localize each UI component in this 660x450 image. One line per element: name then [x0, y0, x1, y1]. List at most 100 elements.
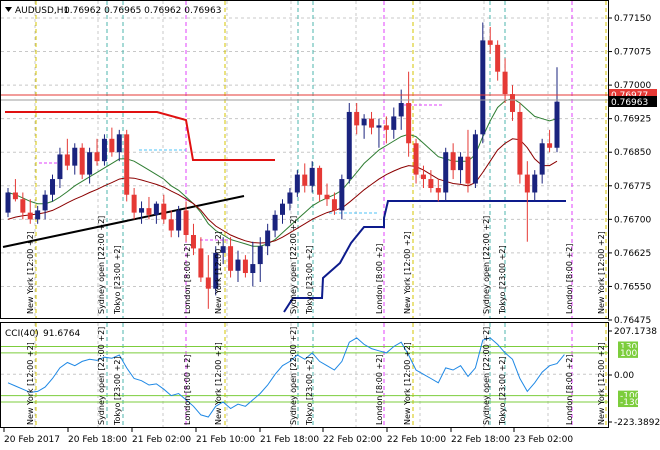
candle-body — [50, 179, 56, 195]
x-tick-label: 23 Feb 02:00 — [514, 435, 573, 445]
candle-body — [242, 259, 248, 274]
session-label: Sydney open [22:00 +2] — [97, 216, 106, 314]
cci-plot-frame — [0, 322, 609, 428]
y-tick-label: 0.76625 — [614, 249, 651, 259]
candle-body — [57, 154, 63, 180]
candle-body — [228, 246, 234, 271]
y-tick-label: 0.77150 — [614, 14, 651, 24]
candle-body — [139, 208, 145, 213]
cci-levels — [1, 345, 608, 403]
price-axis: 0.77150 0.77075 0.77000 0.76925 0.76850 0.767… — [608, 14, 657, 326]
candle-body — [317, 167, 323, 195]
candle-body — [339, 179, 345, 211]
candle-body — [465, 156, 471, 184]
candle-body — [183, 210, 189, 235]
session-label: New York [12:00 +2] — [597, 231, 606, 314]
cci-y-tick-label: 0.00 — [614, 371, 634, 381]
candle-body — [495, 44, 501, 72]
session-label: Tokyo [23:00 +2] — [113, 245, 122, 315]
cci-level-badge — [618, 397, 638, 408]
candle-body — [361, 118, 367, 126]
candle-body — [79, 147, 85, 175]
candle-body — [176, 210, 182, 231]
candle-body — [131, 194, 137, 213]
candle-body — [346, 111, 352, 180]
candle-body — [487, 40, 493, 45]
candle-body — [458, 156, 464, 171]
candle-body — [235, 259, 241, 271]
x-tick-label: 22 Feb 02:00 — [323, 435, 382, 445]
current-price-label: 0.76963 — [611, 98, 648, 108]
cci-level-badge — [618, 341, 638, 352]
resistance-line-red — [5, 111, 275, 161]
candle-body — [324, 194, 330, 200]
session-label: Tokyo [23:00 +2] — [498, 245, 507, 315]
candle-body — [220, 246, 226, 253]
session-label: New York [12:00 +2] — [26, 231, 35, 314]
candle-body — [369, 118, 375, 128]
y-tick-label: 0.77000 — [614, 81, 651, 91]
candle-body — [265, 230, 271, 247]
candle-body — [168, 219, 174, 231]
cci-header-value: 91.6764 — [43, 329, 80, 339]
x-tick-label: 20 Feb 18:00 — [68, 435, 127, 445]
x-tick-label: 21 Feb 10:00 — [196, 435, 255, 445]
candle-body — [428, 179, 434, 189]
cci-y-tick-label: -223.3892 — [614, 418, 660, 428]
cci-grid — [34, 323, 549, 427]
candle-body — [517, 111, 523, 175]
candle-body — [509, 94, 515, 112]
session-label-cci: Sydney open [22:00 +2] — [289, 327, 298, 425]
current-price-badge — [609, 96, 657, 107]
candle-body — [12, 192, 18, 200]
candle-body — [413, 143, 419, 175]
x-tick-label: 22 Feb 18:00 — [451, 435, 510, 445]
dropdown-triangle-icon[interactable] — [5, 7, 12, 12]
y-tick-label: 0.76475 — [614, 316, 651, 326]
trendline-black — [2, 195, 245, 248]
candle-body — [435, 188, 441, 193]
candle-body — [109, 138, 115, 153]
time-axis: 20 Feb 2017 20 Feb 18:00 21 Feb 02:00 21 Fe… — [3, 428, 573, 445]
session-label-cci: London [8:00 +2] — [565, 355, 574, 425]
previous-price-badge — [609, 89, 657, 100]
candle-body — [294, 174, 300, 193]
candle-body — [406, 103, 412, 144]
session-label-cci: New York [12:00 +2] — [597, 342, 606, 425]
y-tick-label: 0.76925 — [614, 115, 651, 125]
candle-body — [376, 125, 382, 128]
candle-body — [547, 143, 553, 148]
candle-body — [42, 194, 48, 211]
candle-body — [287, 192, 293, 204]
candle-body — [257, 246, 263, 265]
cci-level-label: -130 — [620, 398, 641, 408]
session-label: London [8:00 +2] — [375, 244, 384, 314]
session-label: Tokyo [23:00 +2] — [305, 245, 314, 315]
cci-series — [7, 337, 565, 418]
candle-body — [272, 214, 278, 231]
candle-body — [27, 212, 33, 220]
candle-body — [64, 154, 70, 166]
candle-body — [354, 111, 360, 126]
x-tick-label: 22 Feb 10:00 — [387, 435, 446, 445]
session-labels: New York [12:00 +2] New York [12:00 +2] Sy… — [26, 216, 606, 426]
candle-body — [472, 134, 478, 184]
session-label-cci: Tokyo [23:00 +2] — [498, 356, 507, 426]
candle-body — [250, 264, 256, 274]
candle-body — [480, 40, 486, 135]
session-lines — [35, 1, 607, 427]
candle-body — [5, 192, 11, 213]
session-label-cci: Tokyo [23:00 +2] — [113, 356, 122, 426]
session-label: Sydney open [22:00 +2] — [289, 216, 298, 314]
cci-level-badge — [618, 347, 638, 358]
candle-body — [554, 101, 560, 148]
ma-slow-line — [7, 138, 558, 244]
candle-body — [280, 203, 285, 215]
cci-level-label: -100 — [620, 392, 641, 402]
y-tick-label: 0.77075 — [614, 48, 651, 58]
cci-y-tick-label: 207.1738 — [614, 327, 657, 337]
candle-body — [116, 134, 122, 153]
candle-body — [87, 152, 93, 175]
